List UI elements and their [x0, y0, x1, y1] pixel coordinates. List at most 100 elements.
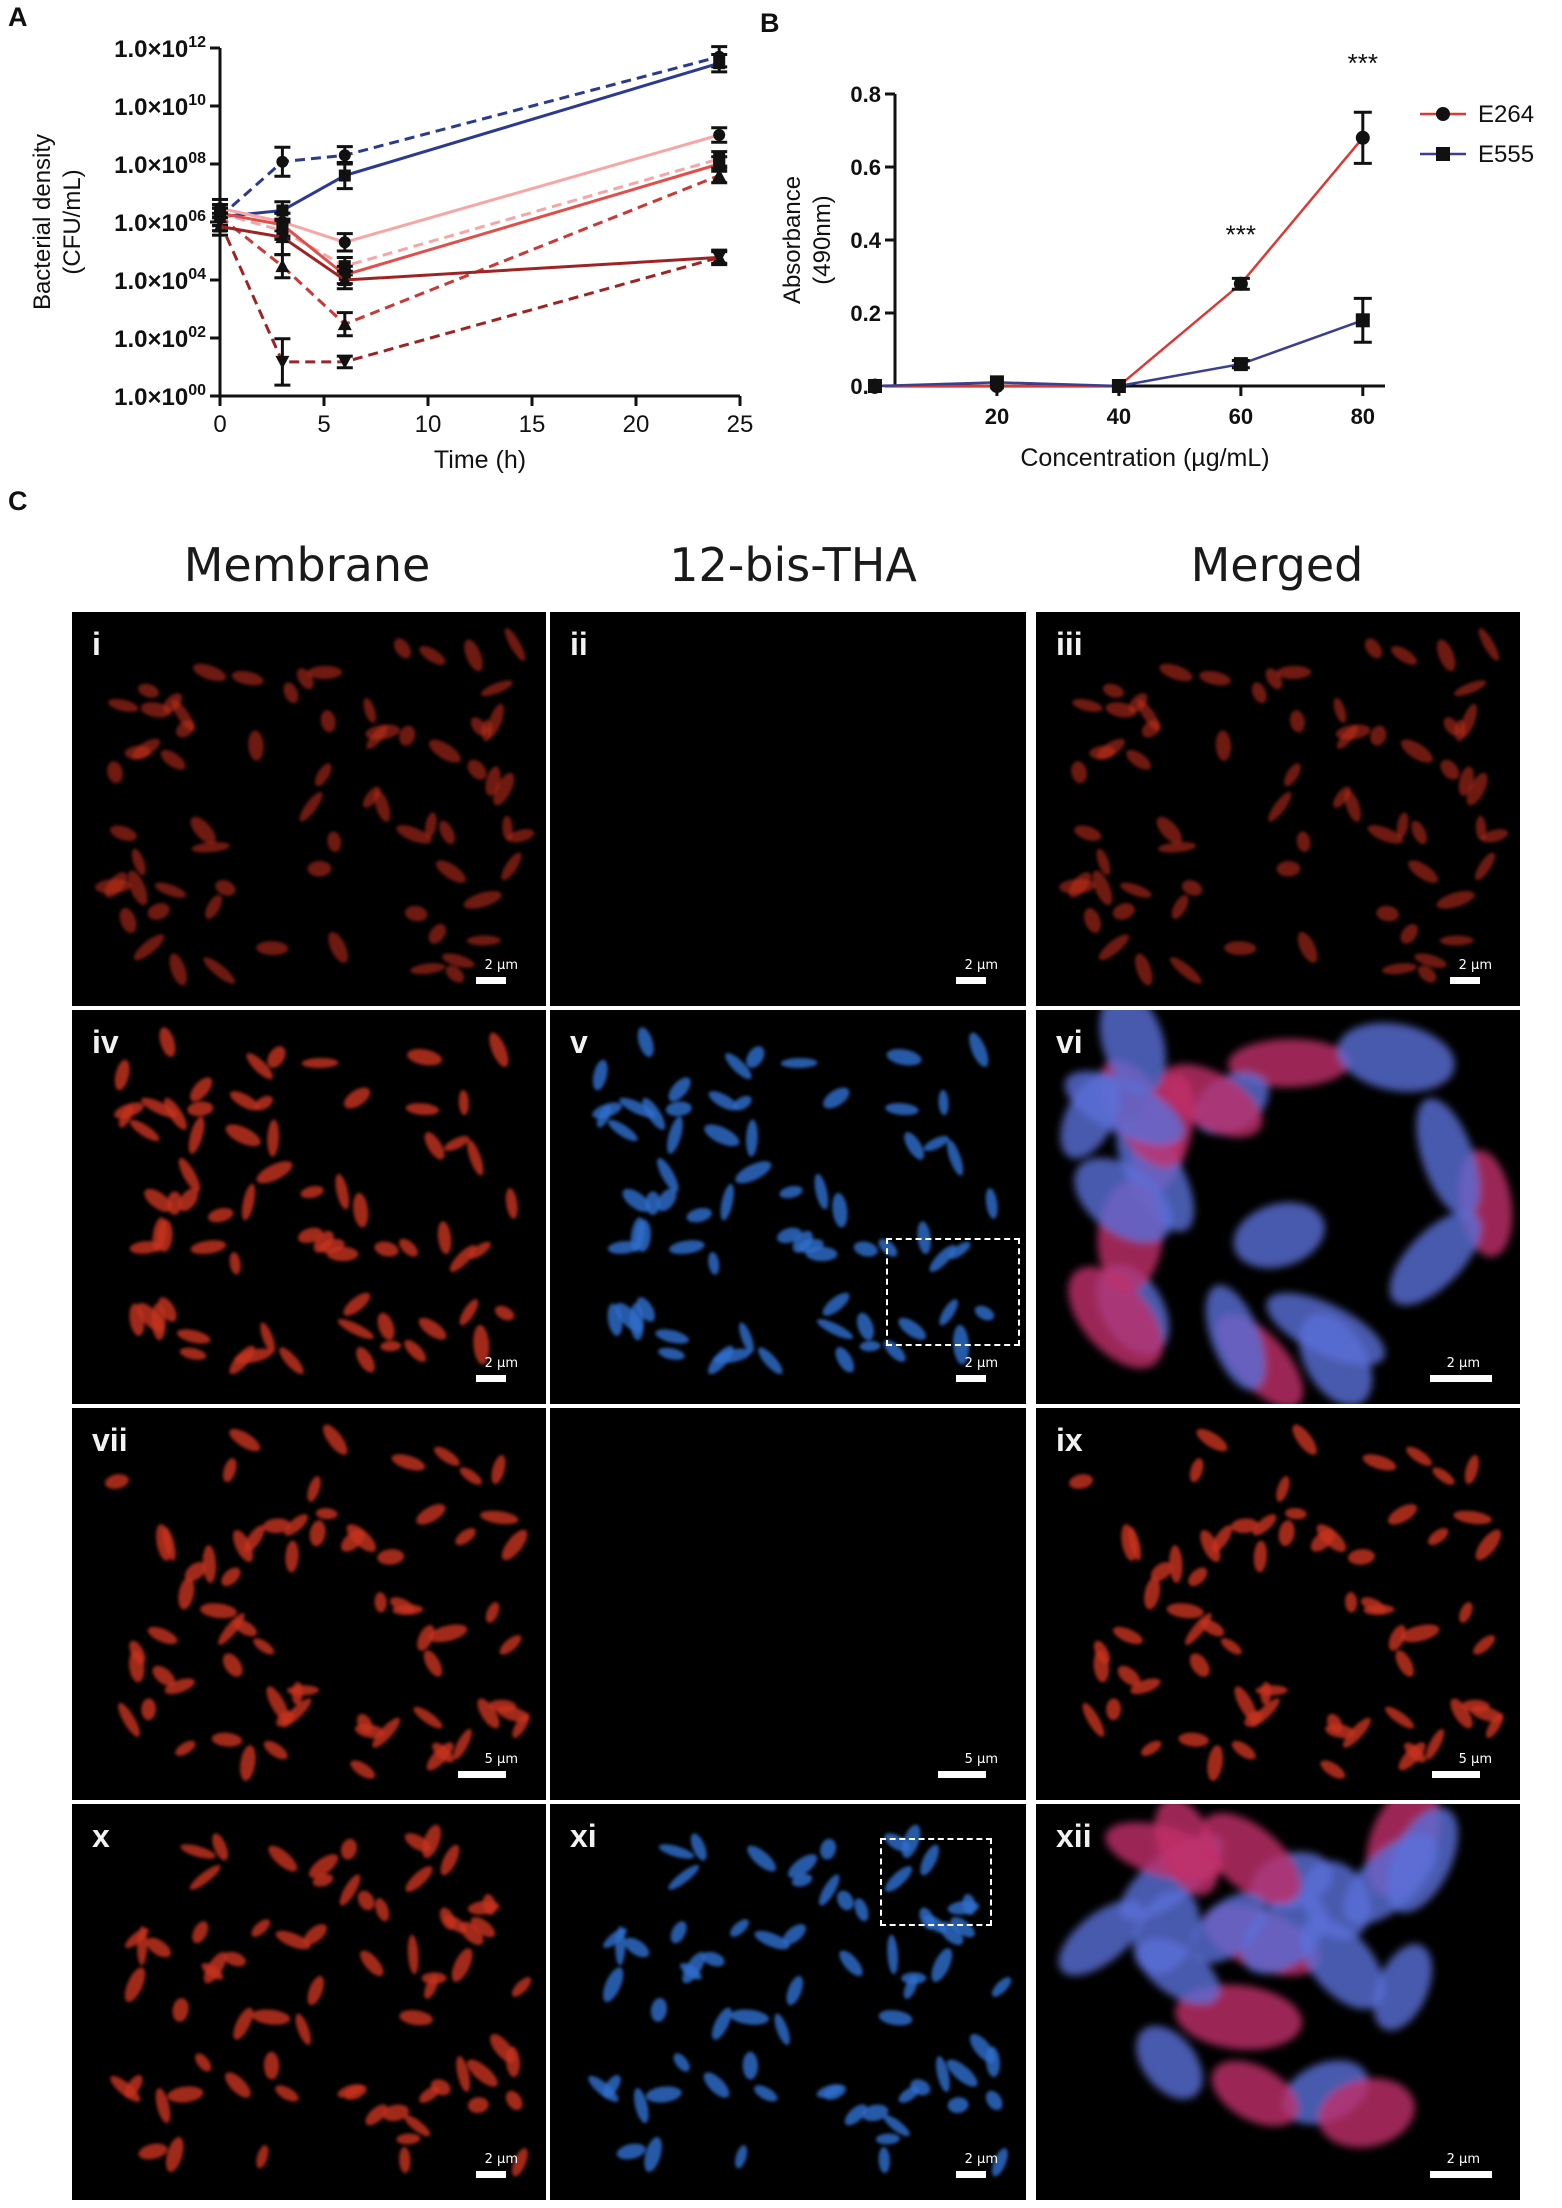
bacterium [1182, 880, 1203, 896]
bacterium [1395, 1650, 1414, 1677]
bacterium [1473, 1635, 1496, 1655]
cell-fluorescence [95, 628, 535, 986]
bacterium [159, 1027, 176, 1057]
bacterium [1205, 1285, 1266, 1391]
data-point [1355, 313, 1370, 328]
bacterium [468, 1241, 491, 1260]
bacterium [467, 1139, 484, 1176]
x-tick-label: 5 [317, 411, 330, 438]
bacterium [1220, 1638, 1242, 1655]
bacterium [592, 1102, 622, 1119]
bacterium [158, 1297, 177, 1322]
bacterium [1362, 1454, 1397, 1471]
bacterium [405, 1103, 440, 1116]
bacterium [499, 1635, 522, 1655]
bacterium [413, 1706, 443, 1729]
bacterium [946, 1139, 964, 1176]
bacterium [251, 2009, 291, 2025]
bacterium [267, 1119, 280, 1157]
bacterium [419, 2086, 440, 2103]
bacterium [1276, 860, 1301, 877]
tile-label: ix [1056, 1422, 1083, 1458]
bacterium [619, 1097, 656, 1118]
bacterium [1189, 1458, 1204, 1483]
bacterium [350, 1760, 376, 1779]
data-point [275, 230, 290, 244]
data-point [712, 168, 727, 182]
bacterium [192, 1921, 209, 1944]
bacterium [730, 1919, 749, 1937]
bacterium [263, 2051, 280, 2080]
bacterium [1178, 1732, 1209, 1747]
data-point [337, 317, 352, 331]
y-axis-label: Bacterial density [29, 134, 56, 310]
x-axis-label: Concentration (µg/mL) [1020, 444, 1269, 472]
data-point [1111, 379, 1126, 393]
series-1 [212, 52, 728, 228]
bacterium [175, 1740, 196, 1756]
legend-entry-e555: E555 [1420, 141, 1534, 168]
bacterium [1289, 710, 1305, 733]
bacterium [281, 1698, 312, 1728]
bacterium [1454, 680, 1487, 697]
bacterium [377, 1549, 405, 1565]
bacterium [1389, 1211, 1482, 1306]
bacterium [1074, 825, 1102, 841]
bacterium [436, 860, 466, 883]
bacterium [283, 682, 299, 704]
bacterium [303, 1924, 327, 1945]
bacterium [747, 1845, 777, 1872]
micrograph-tile: vi 2 µm [1036, 1010, 1520, 1404]
bacterium [356, 1347, 375, 1373]
series-line [219, 133, 720, 244]
bacterium [202, 1545, 217, 1584]
bacterium [223, 1951, 247, 1967]
bacterium [904, 1132, 925, 1160]
micrograph-tile: ix 5 µm [1036, 1408, 1520, 1800]
cell-fluorescence [1069, 1424, 1504, 1781]
series-5 [212, 166, 728, 338]
bacterium [437, 1221, 452, 1255]
bacterium [501, 852, 522, 881]
bacterium [898, 1317, 926, 1340]
bacterium [1360, 1597, 1387, 1614]
bacterium [407, 1934, 419, 1975]
bacterium [1099, 1010, 1166, 1095]
bacterium [1335, 724, 1371, 740]
series-e264 [868, 110, 1372, 393]
bacterium [818, 1874, 840, 1906]
bacterium [1069, 1474, 1094, 1489]
bacterium [399, 2146, 411, 2174]
data-point [1233, 357, 1248, 372]
bacterium [326, 1246, 359, 1262]
bacterium [1130, 1678, 1161, 1695]
bacterium [622, 1188, 651, 1212]
tile-label: v [570, 1024, 588, 1060]
bacterium [1096, 738, 1125, 760]
bacterium [1333, 697, 1347, 723]
bacterium [407, 1048, 443, 1066]
bacterium [180, 1844, 216, 1859]
micrograph-tile: xi 2 µm [550, 1804, 1026, 2200]
micrograph-tile: vii 5 µm [72, 1408, 546, 1800]
scale-bar-label: 5 µm [1458, 1752, 1492, 1767]
bacterium [1299, 1917, 1385, 2010]
y-tick-label: 1.0×1008 [114, 150, 206, 179]
bacterium [1133, 1890, 1200, 1975]
bacterium [396, 2133, 421, 2145]
data-point [1233, 276, 1248, 291]
bacterium [275, 2085, 299, 2102]
bacterium [1105, 702, 1137, 718]
bacterium [1058, 1900, 1145, 1976]
bacterium [189, 1865, 221, 1890]
bacterium [1292, 1424, 1317, 1455]
bacterium [267, 1046, 286, 1068]
bacterium [1071, 761, 1088, 784]
data-point [275, 355, 290, 369]
bacterium [391, 1454, 426, 1471]
bacterium [1166, 1603, 1204, 1619]
bacterium [1285, 1508, 1307, 1520]
series-line [874, 319, 1364, 388]
bacterium [1169, 1545, 1183, 1584]
bacterium [156, 1524, 172, 1561]
